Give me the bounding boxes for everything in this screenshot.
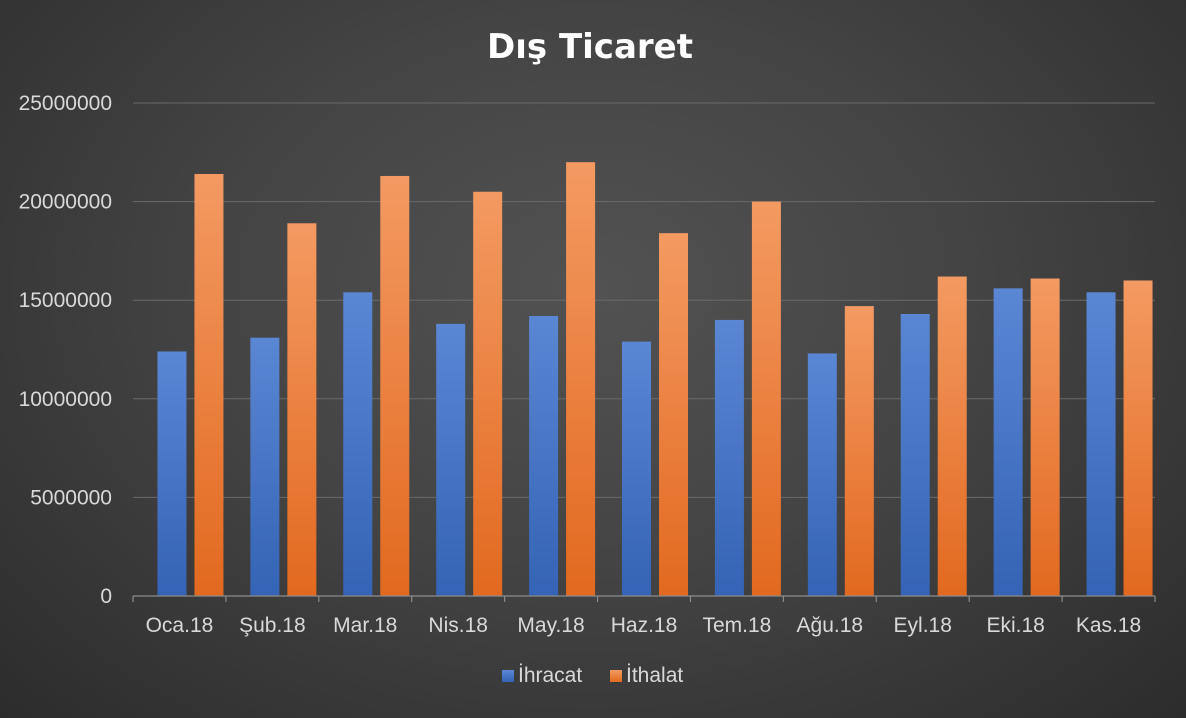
legend-swatch (610, 670, 622, 682)
bar-ihracat (250, 337, 280, 596)
x-tick-label: Kas.18 (1076, 614, 1141, 637)
legend-label: İthalat (626, 664, 683, 687)
chart-title: Dış Ticaret (487, 27, 693, 67)
x-tick-label: Haz.18 (611, 614, 678, 637)
x-tick-label: Eki.18 (986, 614, 1044, 637)
x-tick-label: Şub.18 (239, 614, 306, 637)
bar-ithalat (751, 201, 781, 596)
legend-swatch (502, 670, 514, 682)
bar-ihracat (900, 314, 930, 596)
x-tick-label: Tem.18 (702, 614, 771, 637)
x-tick-label: Nis.18 (428, 614, 488, 637)
x-axis (132, 595, 1156, 602)
bar-ihracat (529, 315, 559, 596)
y-tick-label: 25000000 (19, 92, 112, 115)
bar-ihracat (622, 341, 651, 596)
bar-ithalat (937, 276, 967, 596)
x-tick-label: May.18 (517, 614, 584, 637)
x-tick-label: Oca.18 (146, 614, 214, 637)
bar-ihracat (157, 351, 187, 596)
x-tick-label: Eyl.18 (894, 614, 952, 637)
bar-ihracat (714, 319, 744, 596)
x-axis-tick-labels: Oca.18 Şub.18 Mar.18 Nis.18 May.18 Haz.18 Tem.… (146, 614, 1142, 637)
x-tick-label: Ağu.18 (797, 614, 864, 637)
y-tick-label: 10000000 (19, 388, 112, 411)
y-tick-label: 5000000 (30, 486, 112, 509)
bar-ithalat (566, 162, 596, 596)
bar-ithalat (194, 173, 224, 596)
bar-ihracat (436, 323, 466, 596)
legend-label: İhracat (518, 664, 582, 687)
bar-ihracat (343, 292, 373, 596)
bar-ihracat (993, 288, 1023, 596)
bar-ithalat (844, 306, 874, 596)
bars (157, 162, 1153, 597)
legend: İhracat İthalat (502, 664, 683, 687)
bar-ihracat (807, 353, 837, 596)
y-axis-tick-labels: 0 5000000 10000000 15000000 20000000 25000000 (19, 92, 112, 608)
x-tick-label: Mar.18 (333, 614, 397, 637)
y-tick-label: 0 (100, 585, 112, 608)
bar-ithalat (287, 223, 317, 597)
y-tick-label: 20000000 (19, 191, 112, 214)
bar-ithalat (659, 233, 688, 597)
bar-ithalat (473, 191, 503, 597)
bar-ithalat (1123, 280, 1153, 596)
bar-ihracat (1086, 292, 1116, 596)
bar-ithalat (1030, 278, 1060, 596)
bar-ithalat (380, 175, 410, 597)
y-tick-label: 15000000 (19, 289, 112, 312)
